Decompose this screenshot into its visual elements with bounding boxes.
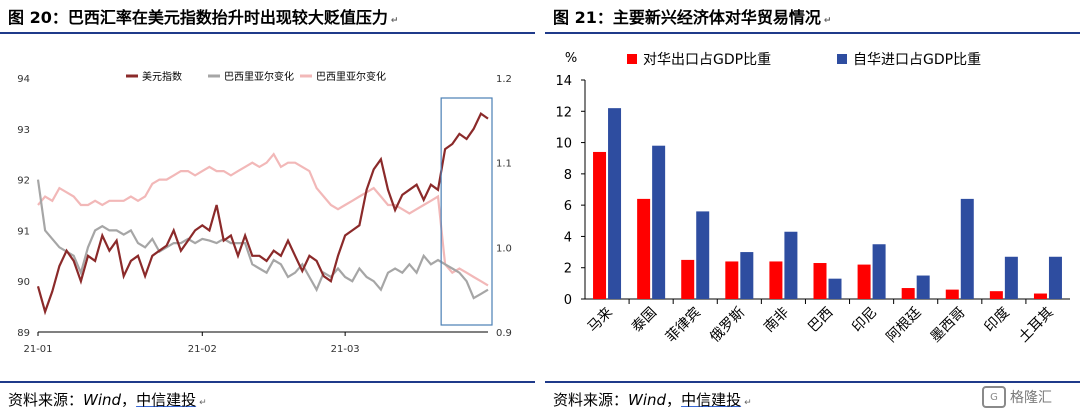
bar-import: [1004, 256, 1018, 299]
series-line-2: [37, 152, 489, 287]
bar-export: [989, 291, 1003, 299]
x-category-label: 墨西哥: [928, 305, 969, 346]
watermark-text: 格隆汇: [1010, 390, 1052, 406]
x-category-label: 印度: [982, 305, 1013, 336]
right-panel: 图 21：主要新兴经济体对华贸易情况 ↵ % 0 2 4 6 8 10 12 14 马来 泰国 菲律宾俄…: [545, 0, 1080, 413]
right-y-tick-label: 1.1: [496, 159, 512, 170]
legend-label: 巴西里亚尔变化: [316, 70, 386, 83]
y-unit-label: %: [565, 51, 577, 66]
x-tick-label: 21-02: [188, 344, 217, 355]
bar-import: [916, 275, 930, 299]
y-tick-label: 10: [555, 137, 572, 152]
watermark-logo: G 格隆汇: [982, 384, 1074, 410]
left-panel: 图 20：巴西汇率在美元指数抬升时出现较大贬值压力 ↵ 89 90 91 92 93 94 0…: [0, 0, 535, 413]
right-bottom-rule: [545, 381, 1080, 383]
left-y-tick-label: 90: [17, 277, 30, 288]
bar-import: [784, 231, 798, 299]
y-tick-label: 12: [555, 105, 572, 120]
x-category-label: 马来: [585, 305, 616, 336]
left-y-tick-label: 94: [17, 74, 30, 85]
bar-export: [857, 264, 871, 299]
x-category-label: 印尼: [849, 305, 880, 336]
y-tick-label: 6: [564, 199, 572, 214]
legend-label: 巴西里亚尔变化: [224, 70, 294, 83]
x-tick-label: 21-03: [331, 344, 360, 355]
right-chart-title: 图 21：主要新兴经济体对华贸易情况 ↵: [553, 8, 832, 27]
bar-export: [945, 289, 959, 299]
legend-label: 自华进口占GDP比重: [853, 52, 981, 68]
right-y-tick-label: 0.9: [496, 328, 512, 339]
series-line-0: [36, 111, 489, 316]
bar-import: [872, 244, 886, 299]
watermark-icon: G: [982, 386, 1006, 408]
x-category-label: 土耳其: [1016, 305, 1057, 346]
y-tick-label: 2: [564, 262, 572, 277]
right-y-tick-label: 1.2: [496, 74, 512, 85]
bar-import: [1048, 256, 1062, 299]
right-top-rule: [545, 32, 1080, 34]
left-chart-title: 图 20：巴西汇率在美元指数抬升时出现较大贬值压力 ↵: [8, 8, 399, 27]
bar-import: [960, 198, 974, 299]
y-tick-label: 8: [564, 168, 572, 183]
bar-import: [740, 252, 754, 299]
bar-export: [1033, 293, 1047, 299]
x-category-label: 南非: [761, 305, 792, 336]
y-tick-label: 14: [555, 74, 572, 89]
bar-import: [828, 278, 842, 299]
bar-export: [593, 151, 607, 299]
legend-label: 美元指数: [142, 70, 182, 83]
series-line-1: [36, 179, 489, 300]
left-y-tick-label: 93: [17, 125, 30, 136]
left-y-tick-label: 91: [17, 226, 30, 237]
highlight-box: [440, 97, 493, 326]
left-y-tick-label: 89: [17, 328, 30, 339]
x-category-label: 阿根廷: [883, 305, 924, 346]
y-tick-label: 0: [564, 293, 572, 308]
bar-export: [901, 288, 915, 299]
left-line-chart: 89 90 91 92 93 94 0.9 1.0 1.1 1.2 21-01 21-02 21-03 美…: [17, 70, 512, 355]
bar-import: [608, 108, 622, 300]
x-category-label: 俄罗斯: [707, 305, 748, 346]
bar-export: [813, 263, 827, 299]
x-tick-label: 21-01: [23, 344, 52, 355]
left-bottom-rule: [0, 381, 535, 383]
x-category-label: 菲律宾: [663, 305, 704, 346]
right-source: 资料来源：Wind，中信建投 ↵: [553, 391, 752, 409]
bar-import: [652, 145, 666, 299]
legend-label: 对华出口占GDP比重: [643, 52, 771, 68]
right-bar-chart: % 0 2 4 6 8 10 12 14 马来 泰国 菲律宾 俄罗斯 南非 巴西 印尼 阿根廷 墨西哥 印度 土耳其 对…: [555, 51, 1070, 346]
left-y-tick-label: 92: [17, 176, 30, 187]
right-y-tick-label: 1.0: [496, 243, 512, 254]
bar-export: [725, 261, 739, 299]
bar-export: [637, 198, 651, 299]
legend-swatch: [627, 54, 637, 64]
x-category-label: 巴西: [805, 305, 836, 336]
left-source: 资料来源：Wind，中信建投 ↵: [8, 391, 207, 409]
y-tick-label: 4: [564, 230, 572, 245]
bar-export: [681, 259, 695, 299]
x-category-label: 泰国: [629, 305, 660, 336]
bar-export: [769, 261, 783, 299]
bar-import: [696, 211, 710, 299]
legend-swatch: [837, 54, 847, 64]
left-top-rule: [0, 32, 535, 34]
